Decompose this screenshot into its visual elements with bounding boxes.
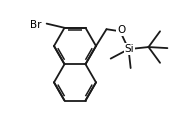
Text: Si: Si xyxy=(125,44,134,54)
Text: O: O xyxy=(117,25,125,35)
Text: Br: Br xyxy=(30,20,42,30)
